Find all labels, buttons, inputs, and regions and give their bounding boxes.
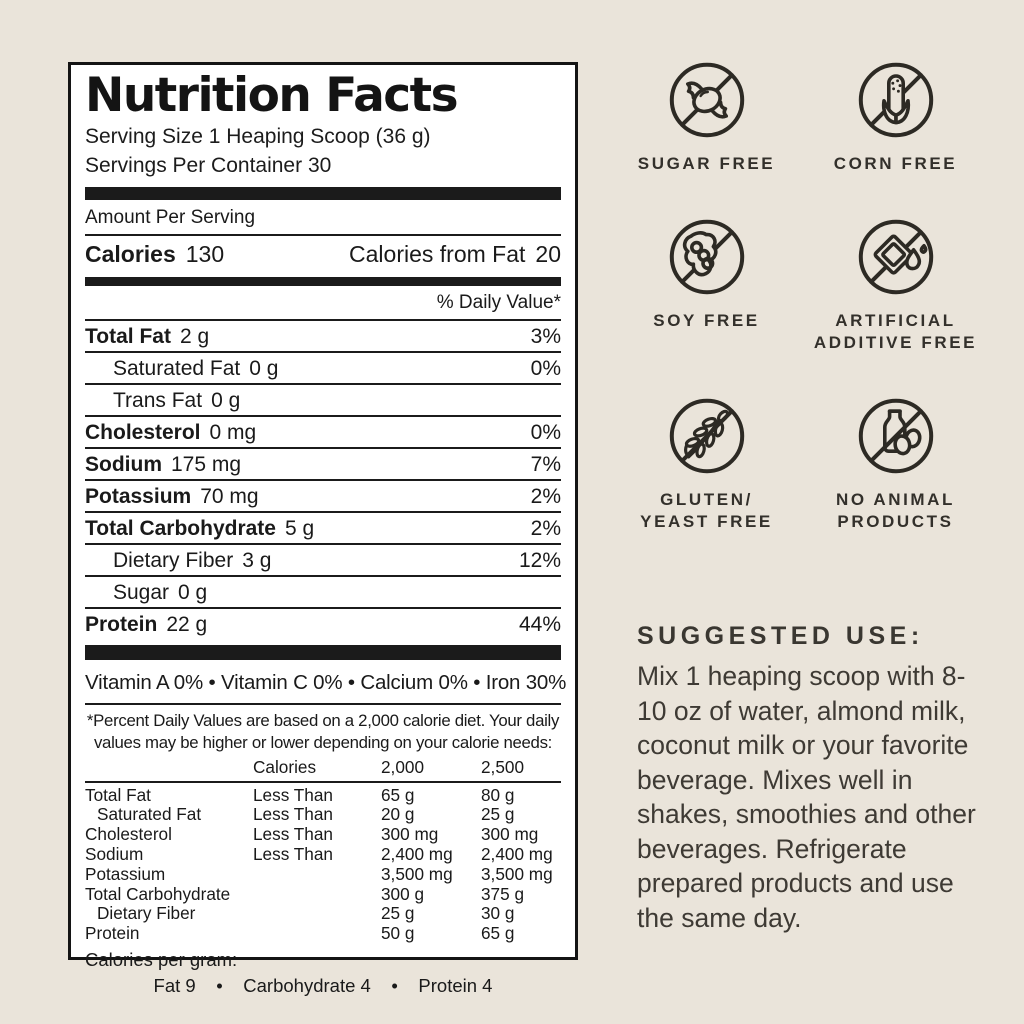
calories-from-fat: Calories from Fat 20 — [349, 240, 561, 267]
nutrient-row: Sugar 0 g — [85, 577, 561, 609]
calories-label-value: Calories 130 — [85, 240, 225, 267]
table-row: Saturated Fat — [97, 804, 202, 825]
badge-label: SUGAR FREE — [637, 154, 776, 173]
amount-per-serving: Amount Per Serving — [85, 203, 561, 236]
nutrient-row: Potassium 70 mg 2% — [85, 481, 561, 513]
divider-bar-thick — [85, 186, 561, 200]
table-row: Dietary Fiber — [97, 903, 196, 924]
nutrient-row: Sodium 175 mg 7% — [85, 449, 561, 481]
suggested-use-section: SUGGESTED USE: Mix 1 heaping scoop with … — [637, 622, 989, 935]
badge-artificial-additive-free: ARTIFICIAL ADDITIVE FREE — [801, 217, 990, 354]
reference-values-table: Calories 2,000 2,500 — [85, 756, 561, 781]
badge-no-animal-products: NO ANIMAL PRODUCTS — [801, 396, 990, 533]
calories-per-gram-label: Calories per gram: — [85, 948, 238, 970]
daily-values-footnote: *Percent Daily Values are based on a 2,0… — [86, 710, 560, 752]
badge-label: NO ANIMAL PRODUCTS — [835, 490, 956, 531]
table-header-calories: Calories — [253, 756, 317, 777]
table-row: Cholesterol — [85, 824, 172, 845]
nutrient-row: Total Fat 2 g 3% — [85, 321, 561, 353]
no-corn-icon — [858, 62, 933, 138]
table-row: Sodium — [85, 843, 144, 864]
badge-sugar-free: SUGAR FREE — [612, 60, 801, 175]
divider-bar-thick — [85, 644, 561, 660]
badge-row: GLUTEN/YEAST FREE NO ANI — [612, 396, 990, 533]
no-soy-icon — [669, 219, 744, 295]
badge-label: SOY FREE — [653, 311, 760, 330]
no-animal-products-icon — [858, 398, 933, 474]
nutrition-facts-title: Nutrition Facts — [85, 68, 459, 123]
table-row: Potassium — [85, 863, 166, 884]
calories-per-gram-values: Fat 9 • Carbohydrate 4 • Protein 4 — [153, 974, 493, 996]
servings-per-container: Servings Per Container 30 — [85, 153, 332, 177]
badge-label: GLUTEN/YEAST FREE — [640, 490, 773, 531]
no-gluten-yeast-icon — [669, 398, 744, 474]
no-artificial-additive-icon — [858, 219, 933, 295]
suggested-use-body: Mix 1 heaping scoop with 8-10 oz of wate… — [637, 661, 976, 933]
badge-row: SUGAR FREE — [612, 60, 990, 175]
table-row: Total Carbohydrate — [85, 883, 231, 904]
badge-label: ARTIFICIAL ADDITIVE FREE — [813, 311, 978, 352]
nutrient-row: Total Carbohydrate 5 g 2% — [85, 513, 561, 545]
table-rule — [85, 780, 561, 783]
badge-corn-free: CORN FREE — [801, 60, 990, 175]
nutrient-row: Saturated Fat 0 g 0% — [85, 353, 561, 385]
table-header-2500: 2,500 — [481, 756, 525, 777]
badge-row: SOY FREE ARTIFICIAL ADDITIV — [612, 217, 990, 354]
nutrient-row: Protein 22 g 44% — [85, 612, 561, 636]
nutrient-row: Cholesterol 0 mg 0% — [85, 417, 561, 449]
serving-size: Serving Size 1 Heaping Scoop (36 g) — [85, 124, 431, 148]
daily-value-header: % Daily Value* — [85, 288, 561, 321]
no-sugar-icon — [669, 62, 744, 138]
vitamins-line: Vitamin A 0% • Vitamin C 0% • Calcium 0%… — [85, 665, 566, 705]
badge-gluten-yeast-free: GLUTEN/YEAST FREE — [612, 396, 801, 533]
calories-row: Calories 130 Calories from Fat 20 — [85, 236, 561, 274]
nutrition-facts-panel: Nutrition Facts Serving Size 1 Heaping S… — [68, 62, 578, 996]
table-row: Total Fat — [85, 784, 151, 805]
table-header-2000: 2,000 — [381, 756, 425, 777]
dietary-badges: SUGAR FREE — [612, 60, 990, 575]
nutrient-row: Trans Fat 0 g — [85, 385, 561, 417]
badge-soy-free: SOY FREE — [612, 217, 801, 354]
divider-bar-medium — [85, 276, 561, 286]
nutrient-row: Dietary Fiber 3 g 12% — [85, 545, 561, 577]
badge-label: CORN FREE — [833, 154, 958, 173]
table-row: Protein — [85, 923, 140, 944]
reference-values-rows: Total Fat Less Than 65 g 80 g Saturated Fat… — [85, 784, 553, 944]
suggested-use-heading: SUGGESTED USE: — [637, 622, 924, 650]
